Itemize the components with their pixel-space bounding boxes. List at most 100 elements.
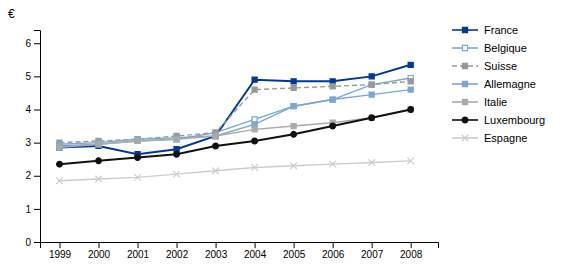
series-marker	[329, 161, 336, 168]
series-marker	[174, 137, 179, 142]
tick-mark	[60, 242, 61, 248]
series-marker	[56, 177, 63, 184]
series-marker	[369, 74, 374, 79]
legend-item: Italie	[452, 96, 507, 108]
series-marker	[369, 115, 374, 120]
series-marker	[408, 79, 413, 84]
tick-label: 2003	[205, 249, 228, 260]
tick-label: 2008	[400, 249, 423, 260]
legend: France Belgique Suisse Allemagne Italie Luxem…	[452, 24, 545, 144]
series-marker	[135, 138, 140, 143]
series-marker	[330, 123, 336, 129]
series-marker	[291, 124, 296, 129]
series-marker	[213, 143, 219, 149]
legend-item: Espagne	[452, 132, 527, 144]
tick-mark	[34, 209, 40, 210]
series-marker	[96, 142, 101, 147]
legend-item: France	[452, 24, 518, 36]
series-marker	[57, 145, 62, 150]
series-marker	[252, 87, 257, 92]
series-marker	[134, 174, 141, 181]
series-marker	[368, 159, 375, 166]
series-marker	[408, 62, 413, 67]
legend-swatch-marker	[462, 117, 468, 123]
y-axis-line	[34, 31, 41, 243]
x-axis: 1999 2000 2001 2002 2003 2004 2005 2006 2007 2008	[41, 242, 439, 260]
series-line	[60, 78, 411, 146]
series-marker	[369, 115, 375, 121]
series-marker	[408, 107, 414, 113]
legend-swatch-marker	[462, 45, 467, 50]
tick-label: 2004	[244, 249, 267, 260]
series	[57, 75, 413, 148]
legend-swatch-marker	[462, 99, 467, 104]
plot-root: 1999 2000 2001 2002 2003 2004 2005 2006 2007 2008…	[8, 7, 439, 260]
tick: 1999	[49, 242, 72, 260]
series-marker	[408, 87, 413, 92]
series-marker	[330, 97, 335, 102]
tick-mark	[34, 242, 40, 243]
tick-mark	[255, 242, 256, 248]
y-axis-label: €	[8, 7, 15, 21]
plot-area	[56, 62, 414, 184]
tick-label: 1999	[49, 249, 72, 260]
legend-swatch-marker	[462, 27, 467, 32]
tick-label: 2005	[283, 249, 306, 260]
series	[56, 158, 414, 184]
series-marker	[330, 84, 335, 89]
tick-mark	[34, 43, 40, 44]
series-line	[60, 161, 411, 181]
tick: 2001	[127, 242, 150, 260]
series-marker	[291, 104, 296, 109]
legend-label: France	[484, 24, 518, 36]
tick-mark	[138, 242, 139, 248]
legend-label: Suisse	[484, 60, 517, 72]
tick-label: 2001	[127, 249, 150, 260]
legend-item: Luxembourg	[452, 114, 545, 126]
tick-mark	[372, 242, 373, 248]
y-axis: 0123456	[25, 31, 40, 248]
legend-label: Espagne	[484, 132, 527, 144]
chart-svg: 1999 2000 2001 2002 2003 2004 2005 2006 2007 2008…	[0, 0, 563, 270]
tick-label: 2000	[88, 249, 111, 260]
legend-label: Belgique	[484, 42, 527, 54]
series-marker	[252, 127, 257, 132]
series-marker	[407, 158, 414, 165]
series-marker	[173, 171, 180, 178]
series-marker	[330, 97, 335, 102]
tick: 1	[25, 204, 40, 215]
series-marker	[174, 151, 180, 157]
series-marker	[408, 107, 413, 112]
series-marker	[96, 158, 102, 164]
tick-mark	[411, 242, 412, 248]
series-line	[60, 81, 411, 142]
tick: 2003	[205, 242, 228, 260]
legend-label: Allemagne	[484, 78, 536, 90]
tick-label: 1	[25, 204, 31, 215]
series-marker	[96, 142, 101, 147]
tick: 4	[25, 104, 40, 115]
series-marker	[57, 161, 63, 167]
series-marker	[291, 131, 297, 137]
tick-mark	[294, 242, 295, 248]
tick: 2006	[322, 242, 345, 260]
series-line	[60, 65, 411, 154]
tick-mark	[34, 110, 40, 111]
legend-swatch-marker	[462, 63, 467, 68]
tick: 2008	[400, 242, 423, 260]
tick-label: 2	[25, 170, 31, 181]
series-marker	[213, 133, 218, 138]
series-marker	[252, 138, 258, 144]
tick-mark	[177, 242, 178, 248]
series-marker	[251, 164, 258, 171]
series-marker	[135, 138, 140, 143]
x-axis-line	[41, 243, 439, 249]
tick: 2002	[166, 242, 189, 260]
tick: 2007	[361, 242, 384, 260]
tick-mark	[216, 242, 217, 248]
tick: 6	[25, 38, 40, 49]
tick: 5	[25, 71, 40, 82]
series-marker	[330, 79, 335, 84]
series-marker	[213, 133, 218, 138]
series	[57, 87, 413, 147]
